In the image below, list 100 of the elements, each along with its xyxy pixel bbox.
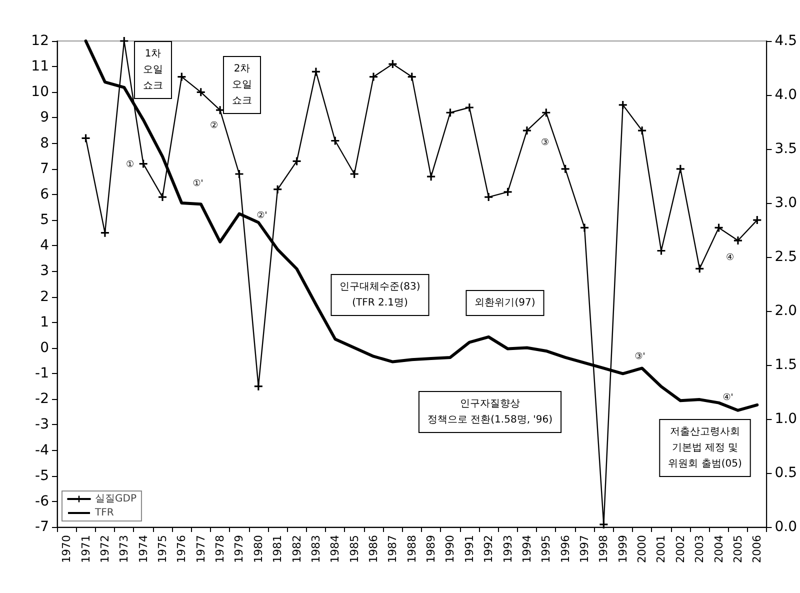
x-tick-label: 1976: [175, 535, 188, 563]
x-tick-label: 1994: [520, 535, 534, 563]
x-tick-label: 1979: [232, 535, 246, 563]
x-tick-label: 1987: [386, 535, 400, 563]
x-tick-label: 1988: [405, 535, 418, 563]
point: [158, 193, 166, 202]
y-tick-label: 6: [40, 186, 50, 202]
x-tick-label: 1973: [118, 535, 131, 563]
point: [427, 172, 436, 181]
y2-tick-label: 2.5: [774, 249, 797, 265]
annotation: 외환위기(97): [474, 298, 536, 308]
x-tick-label: 1989: [424, 535, 438, 563]
y2-tick-label: 2.0: [774, 303, 797, 319]
x-tick-label: 1972: [98, 535, 112, 563]
point: [331, 136, 340, 145]
x-tick-label: 1992: [482, 535, 496, 563]
point: [638, 126, 646, 135]
y2-tick-label: 0.5: [774, 465, 797, 481]
point: [370, 72, 378, 81]
point: [522, 126, 531, 135]
point: [734, 236, 742, 245]
annotation: 2차 오일 쇼크: [232, 64, 252, 106]
y-tick-label: 2: [40, 288, 49, 305]
point: [676, 164, 684, 173]
x-tick-label: 1986: [367, 535, 380, 563]
point: [753, 216, 762, 224]
y-tick-label: 3: [40, 263, 49, 280]
x-tick-label: 1980: [252, 535, 265, 563]
y-tick-label: 7: [40, 160, 49, 177]
annotation: ④: [726, 253, 734, 263]
annotation: ④': [722, 393, 734, 403]
x-tick-label: 2004: [712, 535, 726, 563]
annotation: ②': [256, 211, 268, 221]
y-tick-label: -3: [35, 416, 49, 433]
y-tick-label: -4: [35, 442, 50, 458]
x-tick-label: 1993: [501, 535, 514, 563]
point: [350, 170, 358, 178]
point: [312, 68, 320, 76]
x-tick-label: 1983: [309, 535, 322, 563]
annotation: ②: [210, 121, 218, 131]
point: [484, 193, 493, 202]
annotation: ③: [540, 138, 550, 148]
point: [446, 108, 454, 117]
y2-tick-label: 1.0: [774, 411, 797, 427]
y-tick-label: 1: [40, 314, 49, 330]
y2-tick-label: 4.5: [774, 33, 797, 49]
point: [139, 160, 148, 168]
x-tick-label: 1974: [136, 535, 150, 563]
x-tick-label: 1981: [271, 535, 284, 563]
x-tick-label: 2000: [636, 535, 649, 563]
point: [254, 382, 262, 390]
x-tick-label: 1977: [194, 535, 208, 563]
y-tick-label: 8: [40, 135, 49, 152]
y-tick-label: -5: [35, 468, 49, 484]
y-tick-label: 11: [31, 58, 49, 75]
y-tick-label: 5: [40, 212, 49, 228]
point: [696, 264, 704, 273]
y-tick-label: 9: [40, 110, 49, 126]
point: [196, 88, 205, 96]
point: [274, 185, 282, 194]
point: [504, 188, 512, 196]
x-tick-label: 2005: [731, 535, 744, 563]
legend-label: TFR: [94, 508, 114, 518]
point: [408, 72, 416, 81]
point: [600, 520, 608, 528]
x-tick-label: 1995: [540, 535, 553, 563]
y2-tick-label: 3.5: [774, 141, 797, 157]
x-tick-label: 1971: [79, 535, 92, 563]
x-tick-label: 1984: [328, 535, 342, 563]
point: [561, 164, 570, 173]
point: [580, 224, 589, 232]
x-tick-label: 1996: [558, 535, 572, 563]
y2-tick-label: 3.0: [774, 195, 797, 211]
x-tick-label: 1982: [290, 535, 304, 563]
y2-tick-label: 1.5: [774, 357, 797, 373]
point: [714, 224, 723, 232]
point: [388, 60, 397, 68]
y-tick-label: -1: [35, 366, 49, 382]
x-tick-label: 1978: [214, 535, 227, 563]
y-tick-label: -7: [35, 519, 49, 535]
point: [100, 228, 109, 237]
annotation: ③': [634, 352, 646, 362]
point: [235, 170, 244, 178]
x-tick-label: 1991: [462, 535, 476, 563]
point: [465, 104, 474, 112]
x-tick-label: 2001: [654, 535, 668, 563]
annotation: ①': [192, 179, 204, 189]
annotation: 인구자질향상 정책으로 전환(1.58명, '96): [427, 398, 553, 426]
point: [120, 37, 128, 45]
x-tick-label: 2006: [750, 535, 764, 563]
x-tick-label: 1975: [156, 535, 169, 563]
point: [82, 134, 90, 142]
y-tick-label: 10: [31, 84, 49, 100]
y-tick-label: 4: [40, 238, 50, 254]
x-tick-label: 2002: [674, 535, 687, 563]
x-tick-label: 1998: [597, 535, 610, 563]
point: [542, 108, 550, 117]
y-tick-label: 0: [40, 340, 49, 356]
y-tick-label: 12: [31, 33, 49, 49]
y2-tick-label: 0.0: [774, 519, 797, 535]
